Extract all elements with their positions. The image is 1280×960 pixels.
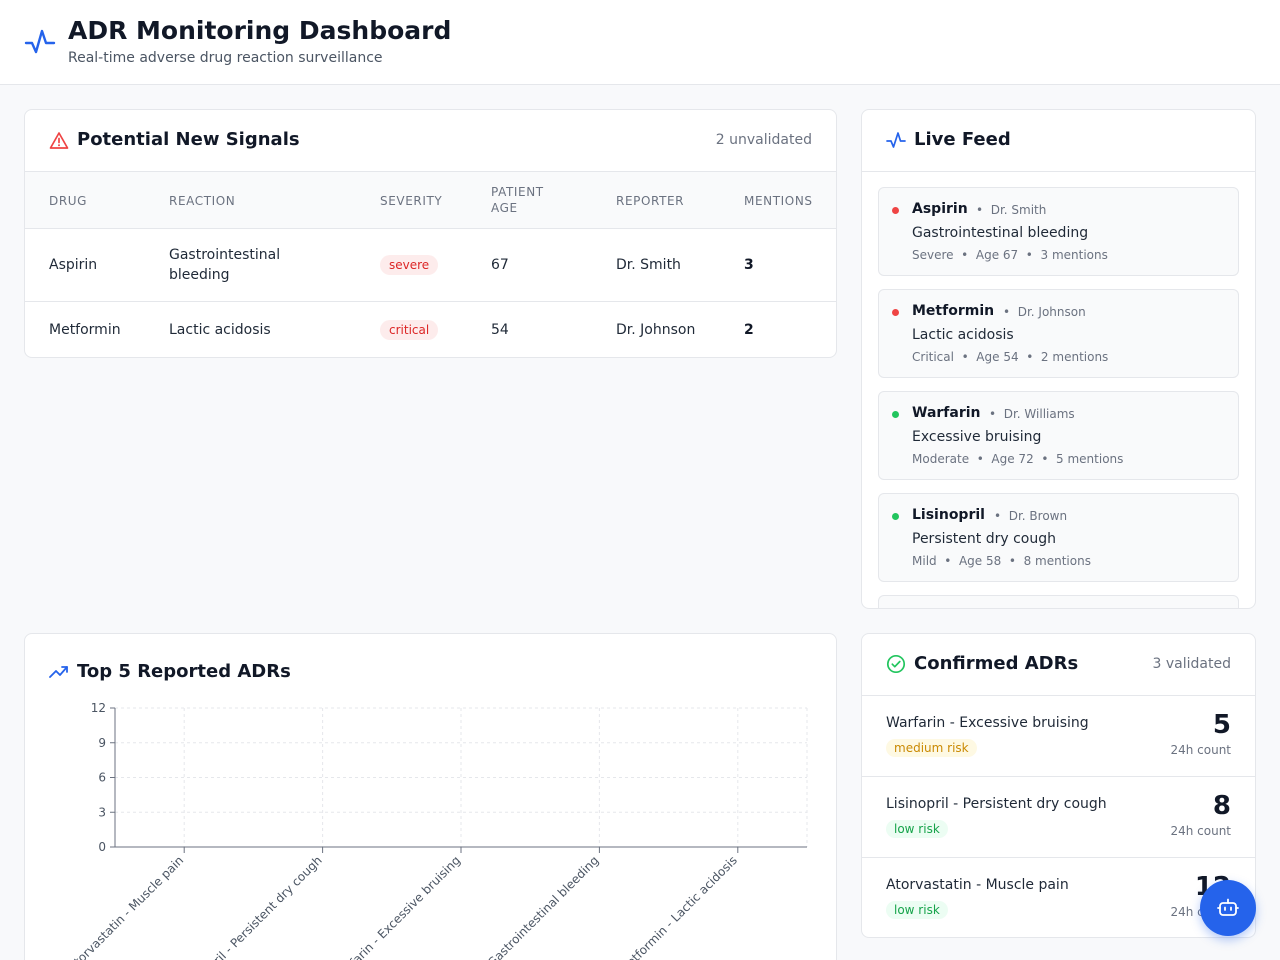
y-tick-label: 9 (98, 736, 106, 750)
feed-meta: Mild • Age 58 • 8 mentions (912, 554, 1091, 568)
page-subtitle: Real-time adverse drug reaction surveill… (68, 50, 383, 66)
confirmed-label: Warfarin - Excessive bruising (886, 715, 1089, 731)
feed-reporter: • Dr. Smith (976, 203, 1047, 217)
y-tick-label: 6 (98, 771, 106, 785)
cell-reaction-line2: bleeding (169, 267, 230, 283)
activity-icon (24, 29, 56, 54)
risk-badge: low risk (886, 820, 948, 838)
bot-icon (1217, 898, 1239, 916)
col-patient-age[interactable]: PATIENT AGE (491, 184, 544, 216)
adr-bar-chart: 0 3 6 9 12 Atorvastatin - Muscle painLisinopr… (66, 701, 808, 960)
y-tick-label: 12 (91, 701, 106, 715)
feed-drug: Metformin (912, 303, 995, 319)
feed-divider (862, 171, 1255, 172)
feed-reporter-name: Dr. Johnson (1017, 305, 1086, 319)
page-title: ADR Monitoring Dashboard (68, 16, 452, 45)
feed-item[interactable]: Lisinopril • Dr. Brown Persistent dry co… (878, 493, 1239, 582)
assistant-bot-button[interactable] (1200, 880, 1256, 936)
confirmed-title: Confirmed ADRs (914, 653, 1079, 674)
status-dot (892, 207, 899, 214)
confirmed-count: 3 validated (1152, 656, 1231, 672)
confirmed-item[interactable]: Atorvastatin - Muscle pain low risk 12 2… (862, 857, 1255, 937)
cell-mentions: 2 (744, 322, 754, 338)
signals-title: Potential New Signals (77, 129, 300, 150)
cell-drug: Metformin (49, 322, 121, 338)
trending-up-icon (49, 666, 68, 678)
feed-meta: Critical • Age 54 • 2 mentions (912, 350, 1109, 364)
col-mentions[interactable]: MENTIONS (744, 194, 813, 208)
feed-meta: Moderate • Age 72 • 5 mentions (912, 452, 1124, 466)
activity-icon (886, 132, 906, 148)
confirmed-item[interactable]: Lisinopril - Persistent dry cough low ri… (862, 776, 1255, 857)
feed-drug: Lisinopril (912, 507, 985, 523)
status-dot (892, 411, 899, 418)
check-circle-icon (886, 654, 906, 674)
status-dot (892, 309, 899, 316)
top-adrs-card: Top 5 Reported ADRs 0 3 6 9 12 Atorvastatin -… (24, 633, 837, 960)
risk-badge: medium risk (886, 739, 977, 757)
feed-reporter: • Dr. Williams (989, 407, 1075, 421)
app-header: ADR Monitoring Dashboard Real-time adver… (0, 0, 1280, 85)
x-tick-label: Aspirin - Gastrointestinal bleeding (447, 853, 601, 960)
severity-badge: critical (380, 320, 439, 340)
feed-reaction: Excessive bruising (912, 429, 1042, 445)
signals-count: 2 unvalidated (715, 132, 812, 148)
cell-drug: Aspirin (49, 257, 98, 273)
cell-reporter: Dr. Smith (616, 257, 681, 273)
feed-item[interactable] (878, 595, 1239, 608)
confirmed-item[interactable]: Warfarin - Excessive bruising medium ris… (862, 695, 1255, 776)
cell-mentions: 3 (744, 257, 754, 273)
col-severity[interactable]: SEVERITY (380, 194, 443, 208)
col-reporter[interactable]: REPORTER (616, 194, 685, 208)
table-row[interactable]: Aspirin Gastrointestinal bleeding severe… (25, 229, 836, 302)
col-patient-age-line1: PATIENT (491, 185, 544, 199)
col-reaction[interactable]: REACTION (169, 194, 236, 208)
cell-reporter: Dr. Johnson (616, 322, 696, 338)
confirmed-count-value: 5 (1212, 710, 1231, 740)
table-row[interactable]: Metformin Lactic acidosis critical 54 Dr… (25, 302, 836, 357)
feed-reporter-name: Dr. Brown (1008, 509, 1068, 523)
feed-title: Live Feed (914, 129, 1011, 150)
live-feed-card: Live Feed Aspirin • Dr. Smith Gastrointe… (861, 109, 1256, 609)
signals-card: Potential New Signals 2 unvalidated DRUG… (24, 109, 837, 358)
alert-triangle-icon (49, 132, 69, 149)
feed-reaction: Gastrointestinal bleeding (912, 225, 1089, 241)
feed-reaction: Persistent dry cough (912, 531, 1056, 547)
severity-badge: severe (380, 255, 439, 275)
feed-meta: Severe • Age 67 • 3 mentions (912, 248, 1108, 262)
feed-reporter: • Dr. Brown (994, 509, 1068, 523)
feed-item[interactable]: Metformin • Dr. Johnson Lactic acidosis … (878, 289, 1239, 378)
confirmed-label: Lisinopril - Persistent dry cough (886, 796, 1107, 812)
feed-drug: Aspirin (912, 201, 968, 217)
x-tick-label: Lisinopril - Persistent dry cough (181, 853, 325, 960)
feed-item[interactable]: Aspirin • Dr. Smith Gastrointestinal ble… (878, 187, 1239, 276)
y-tick-label: 3 (98, 805, 106, 819)
feed-reporter: • Dr. Johnson (1003, 305, 1086, 319)
cell-reaction-line1: Gastrointestinal (169, 247, 281, 263)
risk-badge: low risk (886, 901, 948, 919)
confirmed-count-label: 24h count (1170, 824, 1231, 838)
col-patient-age-line2: AGE (491, 201, 518, 215)
confirmed-count-label: 24h count (1170, 743, 1231, 757)
chart-title: Top 5 Reported ADRs (77, 661, 291, 682)
y-tick-label: 0 (98, 840, 106, 854)
feed-reaction: Lactic acidosis (912, 327, 1014, 343)
table-header: DRUG REACTION SEVERITY PATIENT AGE REPOR… (25, 171, 836, 229)
confirmed-label: Atorvastatin - Muscle pain (886, 877, 1069, 893)
feed-reporter-name: Dr. Williams (1003, 407, 1075, 421)
cell-reaction: Lactic acidosis (169, 322, 271, 338)
confirmed-count-value: 8 (1212, 791, 1231, 821)
cell-age: 54 (491, 322, 509, 338)
status-dot (892, 513, 899, 520)
feed-reporter-name: Dr. Smith (990, 203, 1047, 217)
confirmed-adrs-card: Confirmed ADRs 3 validated Warfarin - Ex… (861, 633, 1256, 938)
x-tick-label: Atorvastatin - Muscle pain (66, 853, 187, 960)
feed-drug: Warfarin (912, 405, 981, 421)
cell-reaction: Gastrointestinal bleeding (169, 245, 280, 285)
x-tick-label: Warfarin - Excessive bruising (330, 853, 463, 960)
col-drug[interactable]: DRUG (49, 194, 88, 208)
x-tick-label: Metformin - Lactic acidosis (617, 853, 740, 960)
cell-age: 67 (491, 257, 509, 273)
feed-item[interactable]: Warfarin • Dr. Williams Excessive bruisi… (878, 391, 1239, 480)
